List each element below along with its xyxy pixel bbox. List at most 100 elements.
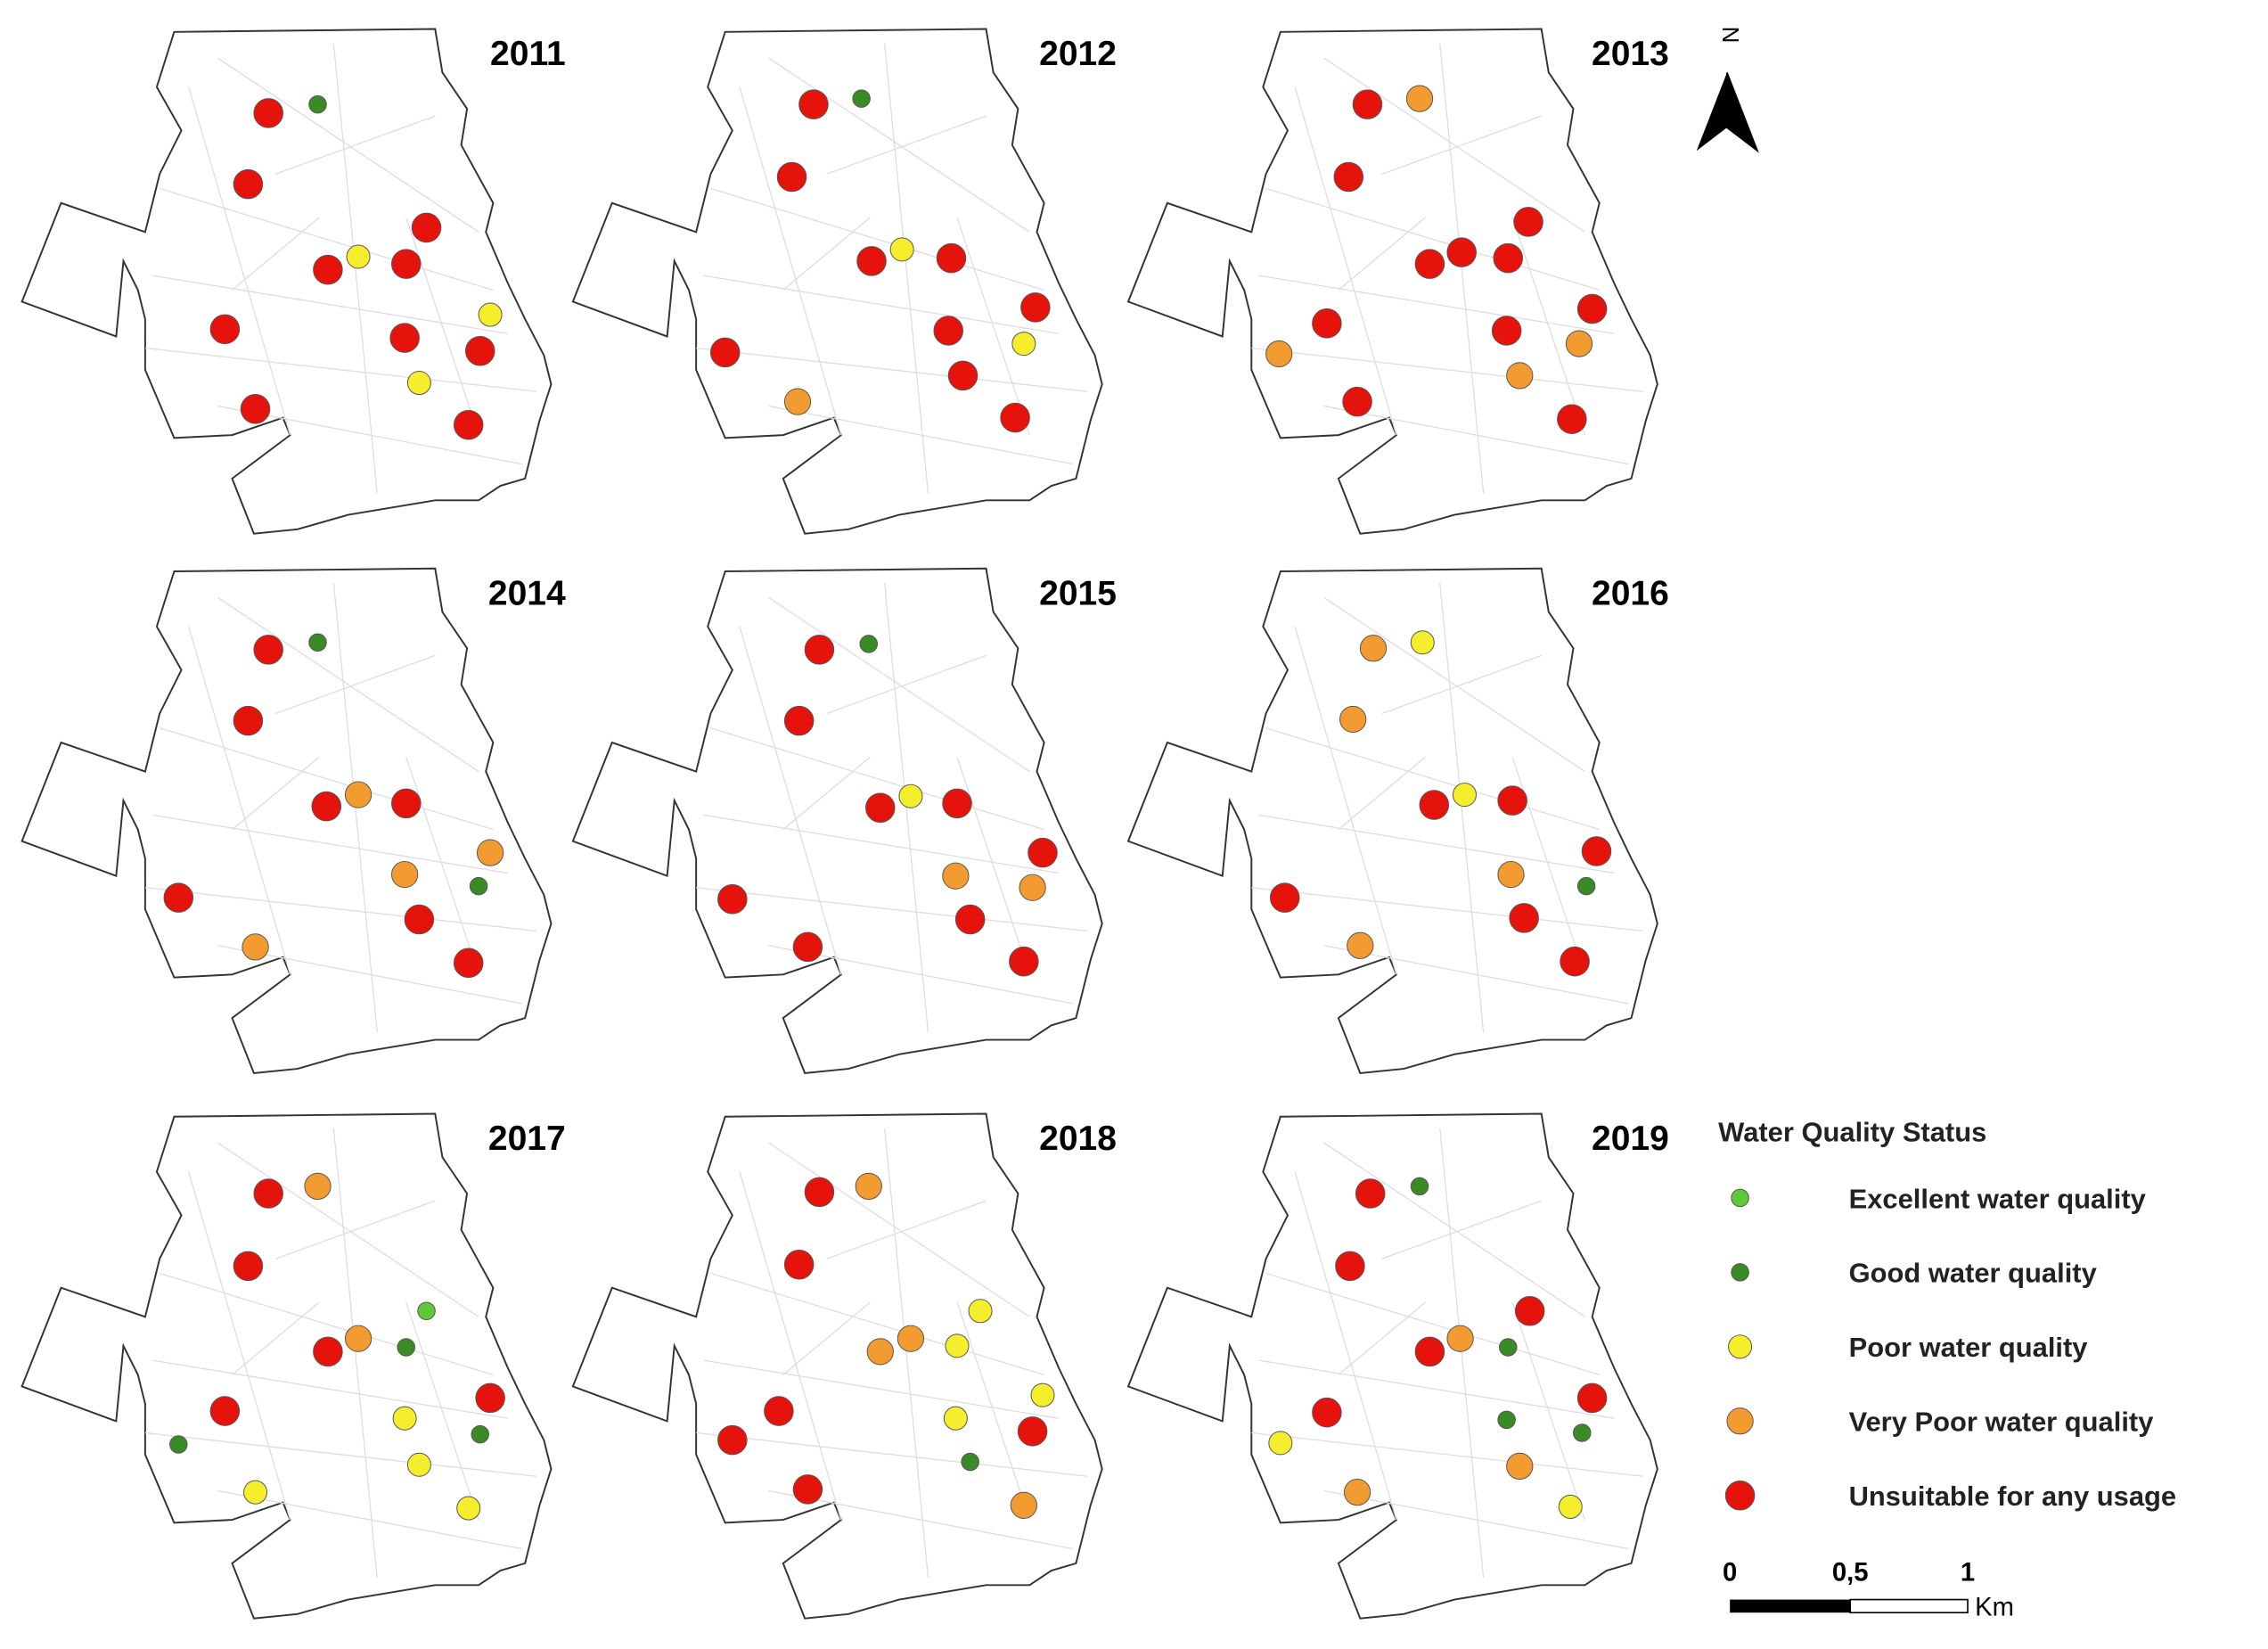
sample-point (163, 882, 194, 913)
street (696, 1432, 1088, 1477)
sample-point (1506, 362, 1534, 390)
panel-title: 2012 (1039, 35, 1117, 73)
sample-point (1020, 292, 1051, 323)
legend-swatch (1726, 1407, 1754, 1435)
street (1251, 1432, 1643, 1477)
street (151, 1359, 508, 1419)
street (1338, 1301, 1426, 1375)
sample-point (1405, 85, 1434, 112)
panel-title: 2016 (1592, 574, 1669, 612)
map-panel: 2011 (20, 28, 566, 535)
sample-point (1335, 1251, 1365, 1282)
district-outline (1126, 1112, 1658, 1620)
sample-point (390, 860, 419, 889)
street (826, 654, 987, 715)
sample-point (1312, 1397, 1342, 1428)
street (1323, 1142, 1585, 1317)
street (188, 1171, 291, 1521)
sample-point (783, 705, 815, 736)
street (1251, 347, 1643, 392)
street (232, 756, 320, 831)
sample-point (1355, 1178, 1386, 1209)
street (1258, 1359, 1615, 1419)
street (275, 654, 436, 715)
district-outline (20, 28, 553, 535)
sample-point (1452, 783, 1477, 808)
sample-point (1342, 386, 1372, 417)
sample-point (392, 1406, 417, 1431)
district-outline (571, 567, 1103, 1075)
sample-point (804, 635, 835, 665)
sample-point (856, 246, 887, 276)
sample-point (804, 1177, 835, 1208)
map-panel: 2012 (571, 28, 1117, 535)
street (144, 347, 537, 392)
sample-point (717, 1424, 748, 1456)
sample-point (942, 788, 972, 819)
street (1258, 275, 1615, 334)
map-panel: 2016 (1126, 567, 1669, 1075)
street (710, 187, 1044, 291)
street (1338, 756, 1426, 831)
street (217, 57, 479, 233)
sample-point (933, 316, 964, 346)
street (739, 86, 842, 436)
sample-point (308, 633, 327, 652)
sample-point (1269, 882, 1300, 913)
sample-point (242, 933, 269, 961)
sample-point (471, 1424, 489, 1444)
sample-point (1009, 946, 1039, 977)
panel-title: 2011 (490, 35, 566, 73)
street (1251, 887, 1643, 932)
sample-point (304, 1172, 332, 1201)
legend-label: Unsuitable for any usage (1849, 1481, 2177, 1512)
street (826, 115, 987, 175)
street (768, 405, 1074, 465)
map-panel: 2019 (1126, 1112, 1669, 1620)
sample-point (1011, 332, 1036, 357)
north-arrow: N (1696, 27, 1759, 153)
sample-point (968, 1299, 993, 1324)
sample-point (475, 1382, 505, 1414)
sample-point (954, 904, 986, 935)
sample-point (253, 635, 283, 665)
street (884, 1128, 929, 1579)
sample-point (476, 839, 504, 866)
sample-point (1359, 635, 1388, 662)
north-arrow-left (1696, 72, 1727, 152)
sample-point (897, 1325, 925, 1352)
map-panel: 2015 (571, 567, 1117, 1075)
sample-point (1557, 404, 1587, 434)
sample-point (406, 371, 431, 396)
sample-point (1265, 340, 1293, 368)
scale-label: 1 (1961, 1557, 1975, 1587)
legend-label: Good water quality (1849, 1258, 2098, 1289)
sample-point (1352, 89, 1383, 119)
legend: Water Quality Status Excellent water qua… (1718, 1116, 2176, 1512)
street (188, 86, 291, 436)
district-outline (571, 1112, 1103, 1620)
sample-point (1572, 1423, 1592, 1442)
street (1294, 1171, 1397, 1521)
street (1265, 727, 1600, 831)
street (1439, 43, 1485, 494)
sample-point (233, 1251, 264, 1282)
sample-point (1410, 1177, 1429, 1196)
sample-point (1497, 785, 1527, 816)
street (144, 887, 537, 932)
district-outline (20, 1112, 553, 1620)
sample-point (1581, 836, 1612, 866)
sample-point (1576, 876, 1596, 896)
street (956, 1301, 1030, 1521)
sample-point (865, 792, 896, 823)
sample-point (1343, 1479, 1371, 1506)
street (1294, 626, 1397, 975)
legend-swatch (1728, 1334, 1753, 1359)
sample-point (1339, 705, 1367, 734)
street (159, 1272, 494, 1376)
sample-point (478, 302, 503, 327)
sample-point (1419, 790, 1450, 820)
sample-point (1497, 1410, 1516, 1430)
street (956, 217, 1030, 436)
